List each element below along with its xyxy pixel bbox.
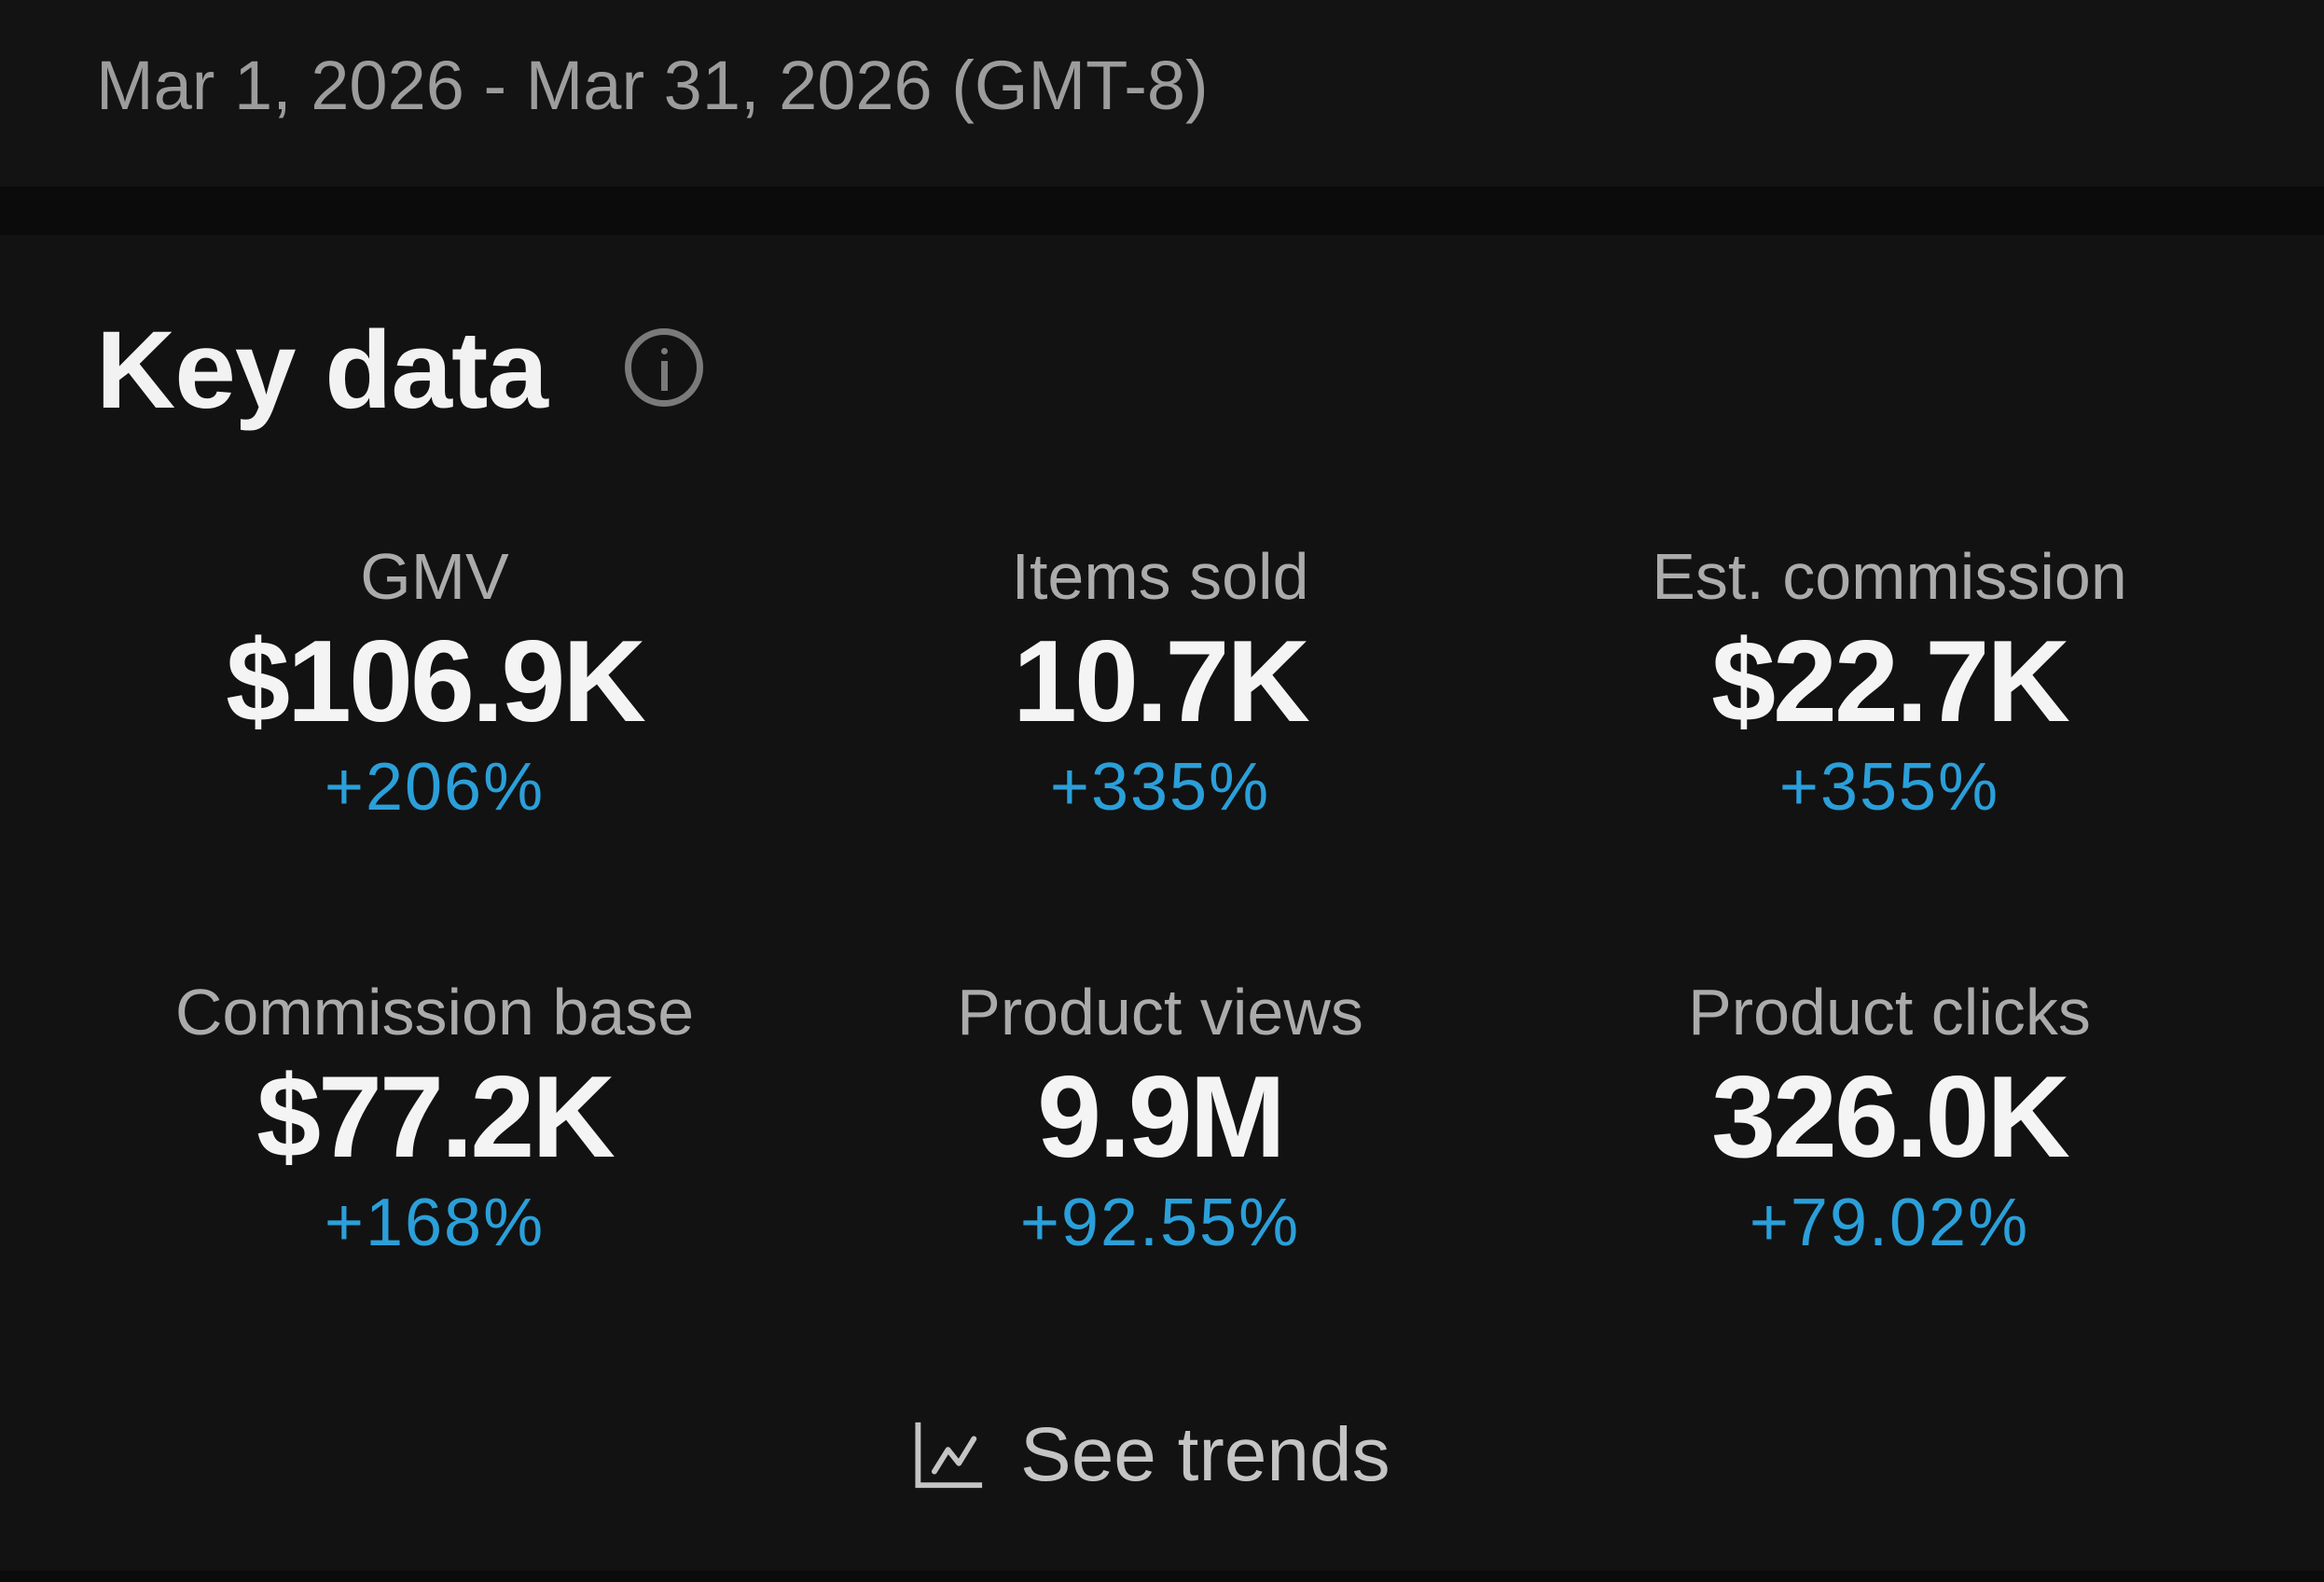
metric-change: +206% — [324, 750, 546, 825]
metric-product-views[interactable]: Product views 9.9M +92.55% — [806, 975, 1515, 1262]
metric-change: +79.02% — [1749, 1186, 2030, 1260]
metric-label: GMV — [360, 540, 509, 613]
bottom-divider — [0, 1571, 2324, 1582]
metric-change: +92.55% — [1019, 1186, 1301, 1260]
metric-label: Commission base — [174, 976, 695, 1048]
metric-value: 9.9M — [1037, 1053, 1286, 1182]
metric-commission-base[interactable]: Commission base $77.2K +168% — [80, 975, 789, 1262]
metric-value: $77.2K — [256, 1053, 616, 1182]
date-header: Mar 1, 2026 - Mar 31, 2026 (GMT-8) — [0, 0, 2324, 187]
see-trends-label: See trends — [1020, 1412, 1390, 1497]
line-chart-icon — [915, 1422, 983, 1489]
metric-value: 326.0K — [1711, 1053, 2070, 1182]
metric-est-commission[interactable]: Est. commission $22.7K +355% — [1535, 539, 2244, 826]
metric-value: $106.9K — [226, 618, 646, 746]
date-range[interactable]: Mar 1, 2026 - Mar 31, 2026 (GMT-8) — [96, 47, 1209, 124]
metric-value: $22.7K — [1711, 618, 2070, 746]
section-title: Key data — [96, 309, 548, 432]
metric-change: +168% — [324, 1186, 546, 1260]
section-divider — [0, 187, 2324, 235]
metric-label: Product views — [957, 976, 1363, 1048]
metric-label: Product clicks — [1688, 976, 2091, 1048]
key-data-card — [0, 235, 2324, 1571]
metric-label: Est. commission — [1652, 540, 2127, 613]
metric-label: Items sold — [1011, 540, 1309, 613]
metric-items-sold[interactable]: Items sold 10.7K +335% — [806, 539, 1515, 826]
info-circle-icon[interactable] — [625, 328, 703, 407]
metric-product-clicks[interactable]: Product clicks 326.0K +79.02% — [1535, 975, 2244, 1262]
metric-gmv[interactable]: GMV $106.9K +206% — [80, 539, 789, 826]
metric-change: +335% — [1049, 750, 1271, 825]
see-trends-button[interactable]: See trends — [914, 1404, 1390, 1506]
metric-value: 10.7K — [1013, 618, 1310, 746]
metric-change: +355% — [1778, 750, 2000, 825]
